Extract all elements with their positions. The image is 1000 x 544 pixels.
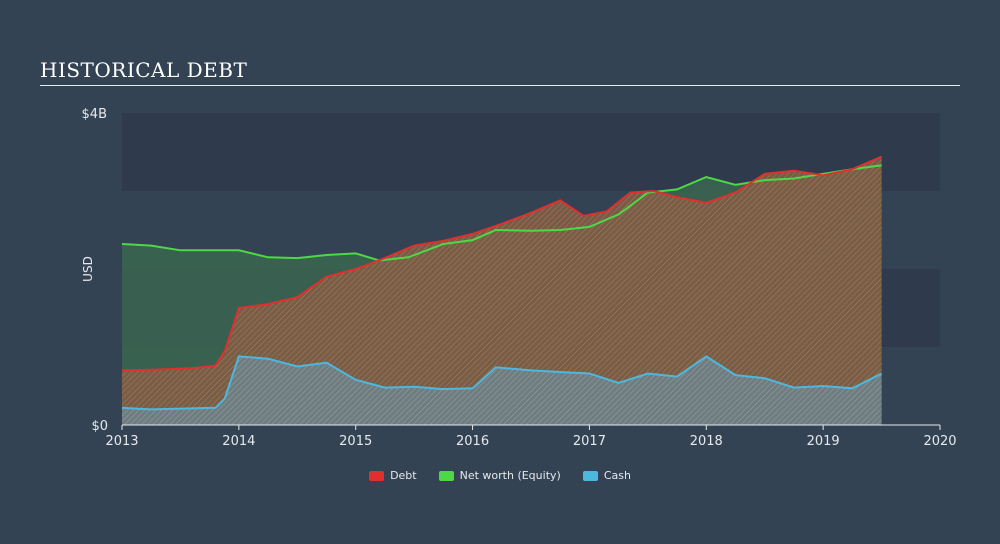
legend-item-debt[interactable]: Debt	[369, 469, 417, 482]
x-tick-label-2016: 2016	[456, 434, 489, 449]
cash-line	[121, 355, 883, 411]
debt-area	[122, 156, 882, 425]
debt-swatch	[369, 470, 385, 481]
y-tick-label-max: $4B	[82, 107, 107, 122]
legend-item-cash[interactable]: Cash	[582, 469, 631, 482]
chart-legend: Debt Net worth (Equity) Cash	[0, 469, 1000, 482]
x-tick-label-2013: 2013	[105, 434, 138, 449]
y-tick-label-0: $0	[91, 419, 108, 434]
legend-label-equity: Net worth (Equity)	[459, 469, 561, 482]
x-tick-label-2015: 2015	[339, 434, 372, 449]
x-tick-label-2014: 2014	[222, 434, 255, 449]
x-tick-label-2018: 2018	[690, 434, 723, 449]
title-divider	[40, 85, 960, 86]
debt-line	[121, 155, 882, 372]
chart-title: HISTORICAL DEBT	[40, 58, 248, 82]
legend-label-debt: Debt	[390, 469, 417, 482]
x-tick-label-2020: 2020	[923, 434, 956, 449]
legend-label-cash: Cash	[603, 469, 631, 482]
equity-swatch	[438, 470, 454, 481]
equity-line	[121, 164, 882, 262]
x-tick-label-2019: 2019	[807, 434, 840, 449]
x-tick-label-2017: 2017	[573, 434, 606, 449]
cash-swatch	[582, 470, 598, 481]
legend-item-equity[interactable]: Net worth (Equity)	[438, 469, 561, 482]
y-axis-label: USD	[81, 256, 95, 282]
cash-area	[122, 356, 882, 425]
